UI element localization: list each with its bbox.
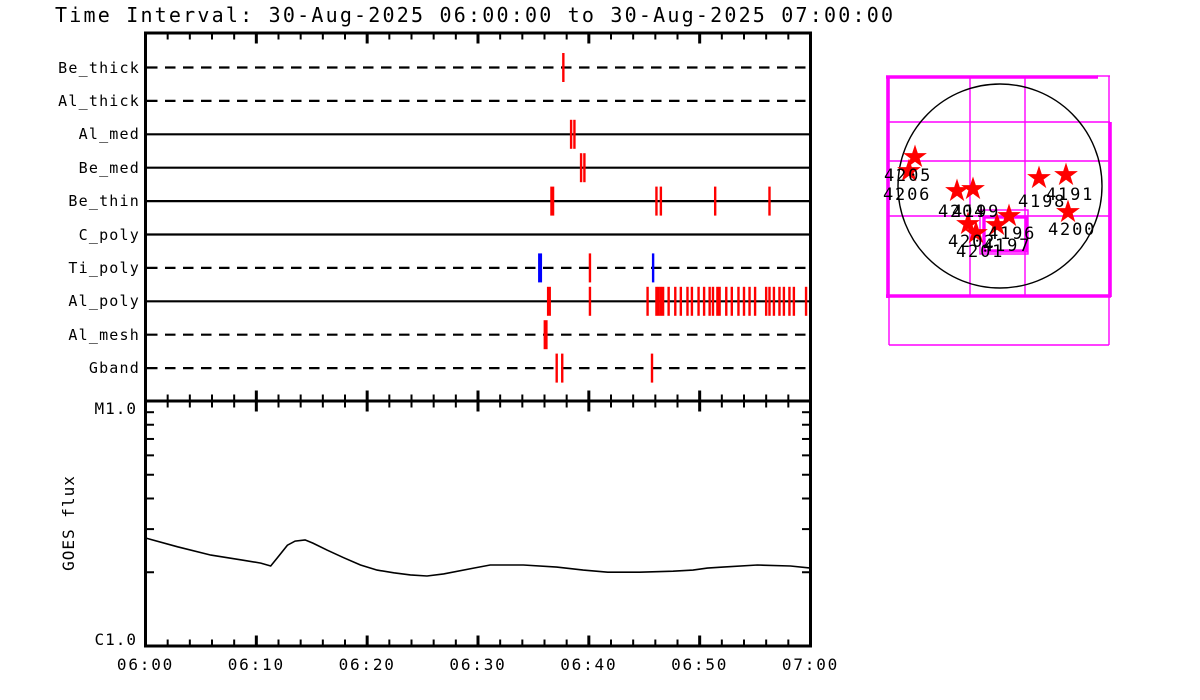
active-region-star-4202 xyxy=(956,211,980,235)
time-axis-label: 06:10 xyxy=(227,655,285,674)
flux-axis-max-label: M1.0 xyxy=(94,399,137,418)
row-label-Al_med: Al_med xyxy=(78,125,140,144)
active-region-star-4198 xyxy=(1027,165,1051,189)
goes-flux-axis-title: GOES flux xyxy=(59,475,78,571)
active-region-label-4204: 4204 xyxy=(938,202,987,222)
active-region-label-4196: 4196 xyxy=(988,224,1037,244)
time-axis-label: 06:20 xyxy=(338,655,396,674)
active-region-star-4199 xyxy=(961,176,985,200)
flux-axis-min-label: C1.0 xyxy=(94,630,137,649)
active-region-label-4205: 4205 xyxy=(884,166,933,186)
row-label-Be_thick: Be_thick xyxy=(58,58,140,77)
row-label-Ti_poly: Ti_poly xyxy=(68,258,140,277)
active-region-star-4191 xyxy=(1054,162,1078,186)
row-label-Al_poly: Al_poly xyxy=(68,292,140,311)
active-region-star-4205 xyxy=(903,144,927,168)
time-axis-label: 06:50 xyxy=(671,655,729,674)
row-label-Be_med: Be_med xyxy=(78,158,140,177)
active-region-label-4199: 4199 xyxy=(952,202,1001,222)
row-label-Al_mesh: Al_mesh xyxy=(68,325,140,344)
time-axis-label: 06:30 xyxy=(449,655,507,674)
active-region-star-4200 xyxy=(1056,199,1080,223)
row-label-C_poly: C_poly xyxy=(78,225,140,244)
active-region-star-4201 xyxy=(964,220,988,244)
row-label-Gband: Gband xyxy=(88,359,140,378)
active-region-label-4206: 4206 xyxy=(883,185,932,205)
active-region-star-4206 xyxy=(897,158,921,182)
page-title: Time Interval: 30-Aug-2025 06:00:00 to 3… xyxy=(55,3,896,27)
time-axis-label: 06:40 xyxy=(560,655,618,674)
active-region-label-4191: 4191 xyxy=(1046,185,1095,205)
active-region-label-4200: 4200 xyxy=(1048,220,1097,240)
time-axis-label: 06:00 xyxy=(116,655,175,674)
active-region-star-4204 xyxy=(945,178,969,202)
active-region-star-4197 xyxy=(985,212,1009,236)
goes-flux-curve xyxy=(145,537,811,577)
active-region-label-4198: 4198 xyxy=(1018,192,1067,212)
active-region-label-4201: 4201 xyxy=(956,242,1005,262)
active-region-star-4196 xyxy=(997,203,1021,227)
active-region-label-4197: 4197 xyxy=(983,236,1032,256)
row-label-Al_thick: Al_thick xyxy=(58,91,140,110)
time-axis-label: 07:00 xyxy=(781,655,840,674)
solar-limb-circle xyxy=(897,83,1103,289)
active-region-label-4202: 4202 xyxy=(948,232,997,252)
row-label-Be_thin: Be_thin xyxy=(68,192,140,211)
